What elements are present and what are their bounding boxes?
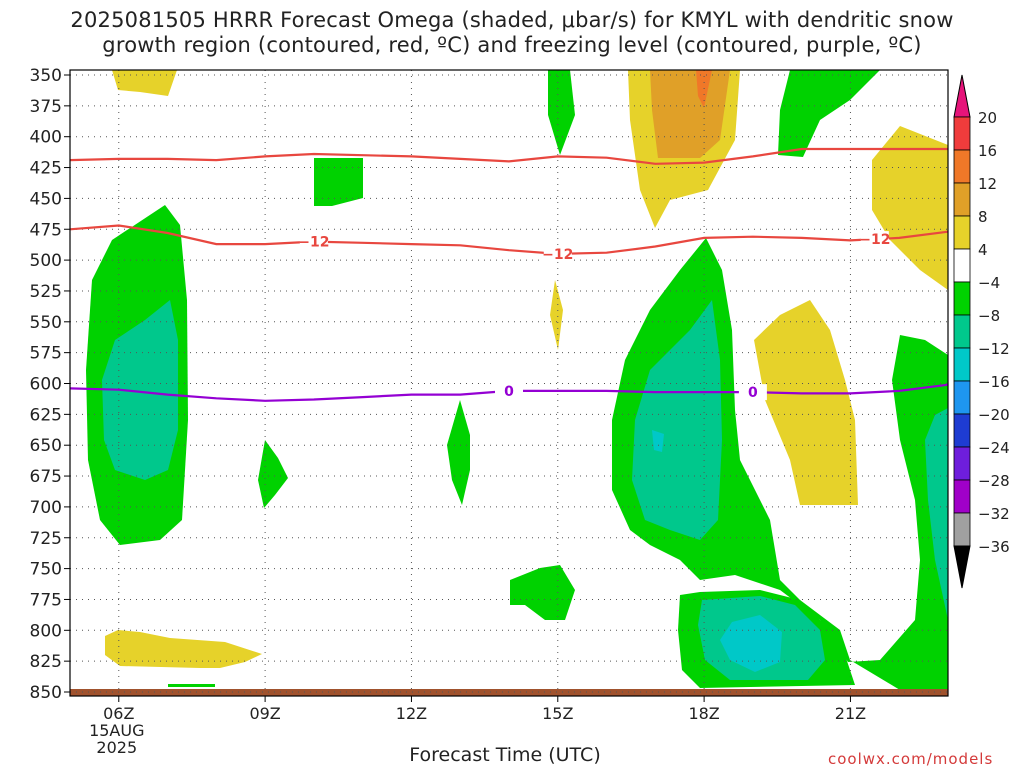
y-tick-label: 625: [30, 405, 62, 425]
x-tick-sublabel: 2025: [96, 738, 137, 757]
contour-line: [69, 147, 948, 165]
y-tick-label: 550: [30, 313, 62, 333]
colorbar-label: −4: [978, 274, 1000, 292]
colorbar-label: 12: [978, 175, 997, 193]
y-tick-label: 375: [30, 97, 62, 117]
colorbar-segment: [953, 446, 971, 481]
colorbar: 20 16 12 8 4 −4 −8 −12 −16 −20 −24 −28 −32 −36: [953, 74, 1010, 589]
credit-text[interactable]: coolwx.com/models: [828, 750, 994, 768]
x-tick-sublabel: 15AUG: [89, 721, 144, 740]
y-tick-label: 750: [30, 560, 62, 580]
y-tick-label: 500: [30, 251, 62, 271]
y-tick-label: 775: [30, 590, 62, 610]
colorbar-label: −36: [978, 538, 1010, 556]
y-tick-label: 475: [30, 220, 62, 240]
colorbar-label: 4: [978, 241, 988, 259]
colorbar-label: 16: [978, 142, 997, 160]
x-tick-label: 09Z: [249, 704, 280, 723]
y-tick-label: 575: [30, 344, 62, 364]
y-tick-label: 700: [30, 498, 62, 518]
colorbar-segment: [953, 347, 971, 382]
colorbar-label: −32: [978, 505, 1010, 523]
colorbar-segment: [953, 215, 971, 250]
colorbar-label: −20: [978, 406, 1010, 424]
colorbar-segment: [953, 281, 971, 316]
contour-label-bg: [860, 231, 889, 248]
colorbar-segment: [953, 479, 971, 514]
y-tick-label: 650: [30, 436, 62, 456]
contour-label: −12: [298, 235, 329, 251]
y-axis: 350 375 400 425 450 475 500 525 550 575 600 625 650 6…: [30, 66, 70, 703]
chart-title-line2: growth region (contoured, red, ºC) and f…: [102, 33, 922, 57]
contour-line: [69, 224, 949, 256]
colorbar-segment: [953, 248, 971, 283]
y-tick-label: 825: [30, 652, 62, 672]
colorbar-label: −24: [978, 439, 1010, 457]
colorbar-bottom-arrow: [953, 545, 971, 589]
colorbar-segment: [953, 149, 971, 184]
y-tick-label: 400: [30, 128, 62, 148]
colorbar-segment: [953, 413, 971, 448]
y-tick-label: 450: [30, 189, 62, 209]
colorbar-label: −16: [978, 373, 1010, 391]
colorbar-segment: [953, 116, 971, 151]
y-tick-label: 350: [30, 66, 62, 86]
colorbar-label: 20: [978, 109, 997, 127]
y-tick-label: 525: [30, 282, 62, 302]
x-tick-label: 21Z: [835, 704, 866, 723]
chart-title-line1: 2025081505 HRRR Forecast Omega (shaded, …: [70, 8, 954, 32]
colorbar-top-arrow: [953, 74, 971, 118]
colorbar-segment: [953, 182, 971, 217]
contour-label-bg: [495, 382, 523, 399]
contour-label-bg: [299, 233, 328, 250]
contour-label: 0: [748, 385, 758, 401]
x-tick-label: 18Z: [688, 704, 719, 723]
contour-label-bg: [738, 384, 767, 401]
y-tick-label: 425: [30, 159, 62, 179]
x-tick-label: 15Z: [542, 704, 573, 723]
y-tick-label: 800: [30, 621, 62, 641]
colorbar-label: −28: [978, 472, 1010, 490]
y-tick-label: 725: [30, 529, 62, 549]
contour-label-bg: [543, 245, 572, 262]
y-tick-label: 600: [30, 375, 62, 395]
colorbar-label: −12: [978, 340, 1010, 358]
contour-label: −12: [542, 247, 573, 263]
x-tick-label: 12Z: [396, 704, 427, 723]
colorbar-segment: [953, 512, 971, 547]
y-tick-label: 850: [30, 683, 62, 703]
colorbar-label: −8: [978, 307, 1000, 325]
colorbar-segment: [953, 314, 971, 349]
colorbar-segment: [953, 380, 971, 415]
contour-lines: −12 −12 −12 0 0: [69, 147, 949, 402]
y-tick-label: 675: [30, 467, 62, 487]
contour-label: −12: [859, 232, 890, 248]
colorbar-label: 8: [978, 208, 988, 226]
x-axis-title: Forecast Time (UTC): [409, 744, 601, 766]
contour-label: 0: [504, 384, 514, 400]
x-tick-label: 06Z: [103, 704, 134, 723]
omega-shading: [70, 70, 948, 696]
